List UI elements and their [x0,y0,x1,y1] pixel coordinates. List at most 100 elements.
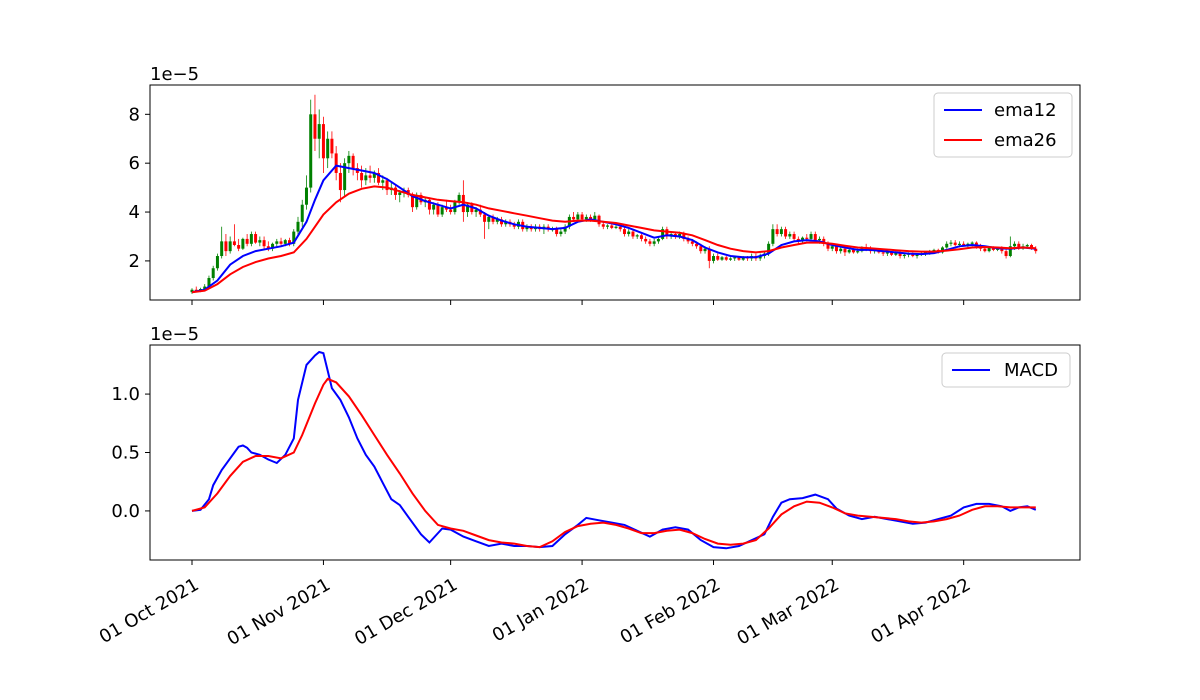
series-line-signal [191,377,1036,549]
candle-body [351,155,355,169]
candle-body [851,249,855,253]
candle-body [220,241,224,257]
candle-body [983,248,987,252]
candle-body [504,221,508,225]
candle-body [300,204,304,222]
candle-body [304,187,308,205]
candle-body [576,214,580,220]
candle-body [385,180,389,191]
candle-body [410,194,414,208]
legend-label-macd: MACD [1004,360,1058,381]
candle-body [627,231,631,235]
candle-body [394,187,398,195]
candle-body [512,224,516,227]
candle-body [190,289,194,293]
candle-body [288,240,292,244]
candle-body [771,229,775,244]
price-y-ticks: 2 4 6 8 [129,104,150,272]
candle-body [652,241,656,244]
candle-body [215,256,219,269]
candle-body [631,231,635,237]
candle-body [890,252,894,255]
macd-y-tick-label: 0.0 [111,501,140,522]
candle-body [970,242,974,244]
candle-body [415,194,419,208]
candle-body [491,216,495,222]
candle-body [826,243,830,249]
candle-body [784,229,788,237]
candle-body [478,209,482,215]
candle-body [996,248,1000,250]
candle-body [987,247,991,252]
candle-body [813,234,817,241]
candle-body [207,278,211,287]
candle-body [966,243,970,246]
candle-body [296,221,300,232]
price-y-tick-label: 6 [129,153,140,174]
candle-body [449,209,453,213]
candle-body [572,216,576,220]
candle-body [915,254,919,257]
candle-body [563,226,567,232]
series-line-ema26 [191,185,1036,294]
candle-body [211,268,215,279]
candle-body [555,229,559,235]
candle-body [665,229,669,237]
candle-body [758,256,762,259]
candle-body [584,216,588,220]
candle-body [1008,246,1012,257]
price-y-tick-label: 2 [129,251,140,272]
candle-body [894,252,898,255]
candle-body [885,252,889,254]
candle-body [372,172,376,178]
price-axes-frame [149,84,1081,301]
candle-body [932,249,936,252]
candle-body [245,238,249,244]
candle-body [241,238,245,249]
candle-body [703,248,707,252]
candle-body [203,286,207,290]
candle-body [741,257,745,260]
candle-body [847,249,851,253]
candle-body [368,175,372,178]
candle-body [856,251,860,253]
macd-legend-box [941,352,1071,388]
candle-body [1034,248,1038,252]
candle-body [232,241,236,246]
candle-body [622,229,626,235]
candle-body [271,243,275,249]
macd-offset-label: 1e−5 [150,324,199,345]
candle-body [818,238,822,241]
candle-body [525,226,529,230]
candle-body [699,246,703,252]
candle-body [839,248,843,252]
candle-body [326,138,330,159]
candle-body [902,254,906,257]
candle-body [470,204,474,213]
macd-legend: MACD [941,352,1071,388]
candle-body [733,257,737,259]
candle-body [707,248,711,261]
candle-body [962,243,966,246]
legend-label-ema12: ema12 [994,100,1057,121]
candle-body [720,257,724,260]
candle-body [334,153,338,173]
candle-body [444,207,448,210]
candle-body [779,229,783,235]
candle-body [661,229,665,239]
candle-body [330,138,334,154]
price-offset-label: 1e−5 [150,64,199,85]
candle-body [940,247,944,253]
candle-body [275,241,279,244]
candle-body [266,246,270,249]
price-x-ticks [191,300,965,305]
candle-body [945,243,949,248]
price-y-tick-label: 4 [129,202,140,223]
candle-body [343,163,347,191]
candle-body [364,175,368,181]
candle-body [360,172,364,181]
candle-body [258,240,262,243]
candle-body [466,204,470,213]
candle-body [313,114,317,139]
